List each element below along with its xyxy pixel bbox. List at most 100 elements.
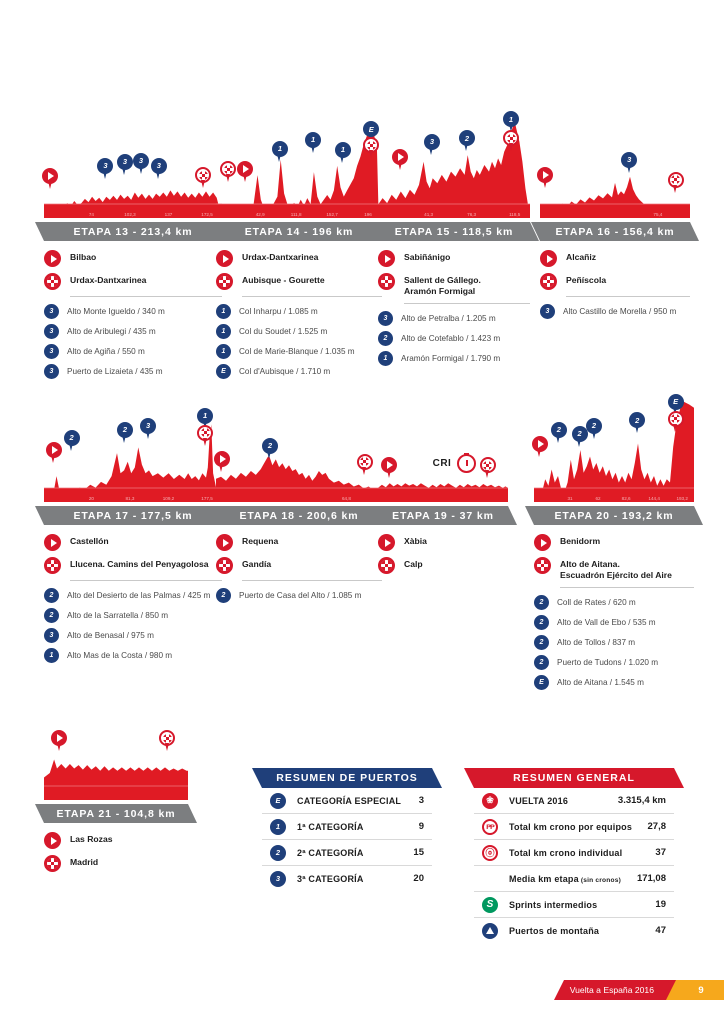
climb-category-2-icon: 2 xyxy=(216,588,231,603)
climb-row: 2 Alto de Cotefablo / 1.423 m xyxy=(378,331,530,346)
climb-row: 1 Col de Marie-Blanque / 1.035 m xyxy=(216,344,382,359)
section-divider xyxy=(566,296,690,297)
stage-card: 31 62 82,6 144,4 193,2 2 2 2 2 E ETAPA 20 - 193,2 … xyxy=(525,394,703,695)
climb-row: 3 Puerto de Lizaieta / 435 m xyxy=(44,364,222,379)
profile-climb-marker-cat-3: 3 xyxy=(133,152,149,174)
climb-row: 1 Alto Mas de la Costa / 980 m xyxy=(44,648,222,663)
stage-start-label: Castellón xyxy=(70,536,109,546)
profile-distance-tick: 152,7 xyxy=(326,212,338,217)
resumen-general-row-value: 3.315,4 km xyxy=(617,795,666,806)
individual-time-trial-icon: ⓞ xyxy=(482,844,498,861)
stage-elevation-profile: 41,3 76,3 118,5 3 2 1 xyxy=(378,111,530,218)
climb-category-1-icon: 1 xyxy=(378,351,393,366)
climb-row: 2 Alto de Vall de Ebo / 535 m xyxy=(534,615,694,630)
climb-row: 1 Col du Soudet / 1.525 m xyxy=(216,324,382,339)
stage-finish-icon xyxy=(378,557,395,574)
climb-category-2-icon: 2 xyxy=(378,331,393,346)
stage-title: ETAPA 15 - 118,5 km xyxy=(394,225,514,238)
section-divider xyxy=(70,296,222,297)
profile-start-marker xyxy=(45,442,62,463)
profile-start-marker xyxy=(392,149,409,171)
climb-row: 3 Alto de Aribulegi / 435 m xyxy=(44,324,222,339)
climb-row: 3 Alto de Petralba / 1.205 m xyxy=(378,311,530,326)
climb-label: Alto de Aribulegi / 435 m xyxy=(67,327,156,336)
stage-card: ETAPA 21 - 104,8 km Las Rozas Madrid xyxy=(35,728,197,878)
vuelta-logo-icon: ❀ xyxy=(482,792,498,809)
resumen-general-row-value: 19 xyxy=(655,899,666,910)
stage-finish-icon xyxy=(44,855,61,872)
stage-finish-label: Peñíscola xyxy=(566,275,607,285)
stage-climbs-list: 3 Alto Castillo de Morella / 950 m xyxy=(540,304,690,319)
mountain-icon xyxy=(482,922,498,939)
chequered-flag-icon xyxy=(219,560,230,571)
profile-climb-marker-cat-2: 2 xyxy=(586,417,602,439)
stage-title-banner: ETAPA 16 - 156,4 km xyxy=(531,222,699,241)
stage-card: 75,4 3 ETAPA 16 - 156,4 km Alcañiz Peñíscola… xyxy=(531,151,699,324)
chequered-flag-icon xyxy=(381,276,392,287)
stage-elevation-profile: 74 102,3 137 172,5 3 3 3 3 xyxy=(42,150,222,218)
stage-elevation-profile: 20 81,3 109,2 177,5 2 2 3 1 xyxy=(44,408,222,502)
climb-category-3-icon: 3 xyxy=(44,364,59,379)
stage-finish-icon xyxy=(216,557,233,574)
climb-row: 3 Alto Castillo de Morella / 950 m xyxy=(540,304,690,319)
stage-start-icon xyxy=(216,534,233,551)
stage-climbs-list: 2 Coll de Rates / 620 m 2 Alto de Vall de E… xyxy=(534,595,694,690)
resumen-general-row: ᴘᴘ Total km crono por equipos 27,8 xyxy=(474,814,674,840)
chequered-flag-icon xyxy=(47,560,58,571)
climb-category-1-icon: 1 xyxy=(216,324,231,339)
stage-title-banner: ETAPA 14 - 196 km xyxy=(207,222,391,241)
stage-start-icon xyxy=(216,250,233,267)
climb-category-2-icon: 2 xyxy=(534,595,549,610)
section-divider xyxy=(560,587,694,588)
profile-climb-marker-cat-E: E xyxy=(667,394,684,415)
climb-category-2-icon: 2 xyxy=(44,588,59,603)
stage-title: ETAPA 20 - 193,2 km xyxy=(554,509,674,522)
stage-finish-row: Alto de Aitana. Escuadrón Ejército del Ai… xyxy=(534,557,694,581)
chequered-flag-icon xyxy=(219,276,230,287)
chequered-flag-icon xyxy=(198,170,208,180)
stage-finish-icon xyxy=(216,273,233,290)
climb-category-1-icon: 1 xyxy=(216,344,231,359)
stage-elevation-profile xyxy=(44,728,188,800)
chequered-flag-icon xyxy=(200,428,210,438)
climb-row: 1 Col Inharpu / 1.085 m xyxy=(216,304,382,319)
stage-finish-label: Llucena. Camins del Penyagolosa xyxy=(70,559,209,569)
profile-climb-marker-cat-1: 1 xyxy=(305,131,322,153)
climb-label: Alto de Petralba / 1.205 m xyxy=(401,314,496,323)
climb-category-3-icon: 3 xyxy=(378,311,393,326)
climb-label: Alto Mas de la Costa / 980 m xyxy=(67,651,173,660)
section-divider xyxy=(242,580,382,581)
resumen-puertos-row-label: 2ª CATEGORÍA xyxy=(297,847,364,858)
profile-climb-marker-cat-2: 2 xyxy=(571,425,588,447)
resumen-puertos-table: RESUMEN DE PUERTOS E CATEGORÍA ESPECIAL 3 1 1… xyxy=(252,768,442,891)
climb-category-1-icon: 1 xyxy=(44,648,59,663)
stage-card: 42,9 111,8 152,7 196 1 1 1 E ETAPA 14 - 196 km Ur… xyxy=(207,120,391,384)
resumen-general-row: S Sprints intermedios 19 xyxy=(474,892,674,918)
cri-label: CRI xyxy=(433,453,477,473)
profile-distance-tick: 20 xyxy=(88,496,94,501)
stage-card: 74 102,3 137 172,5 3 3 3 3 ETAPA 13 - 213,4 km Bi… xyxy=(35,150,231,384)
category-1-icon: 1 xyxy=(270,818,286,835)
footer-page-number: 9 xyxy=(666,980,724,1000)
footer-brand: Vuelta a España 2016 xyxy=(553,980,677,1000)
stage-endpoints: Castellón Llucena. Camins del Penyagolosa xyxy=(44,534,222,574)
climb-label: Alto de Vall de Ebo / 535 m xyxy=(557,618,656,627)
chequered-flag-icon xyxy=(506,133,516,143)
stage-endpoints: Alcañiz Peñíscola xyxy=(540,250,690,290)
resumen-general-table: RESUMEN GENERAL ❀ VUELTA 2016 3.315,4 km ᴘᴘ T… xyxy=(464,768,684,943)
stage-climbs-list: 1 Col Inharpu / 1.085 m 1 Col du Soudet / 1… xyxy=(216,304,382,379)
stage-finish-icon xyxy=(378,273,395,290)
climb-row: 3 Alto Monte Igueldo / 340 m xyxy=(44,304,222,319)
stage-endpoints: Benidorm Alto de Aitana. Escuadrón Ejércit… xyxy=(534,534,694,581)
resumen-puertos-row-label: CATEGORÍA ESPECIAL xyxy=(297,795,402,806)
chequered-flag-icon xyxy=(360,457,370,467)
chequered-flag-icon xyxy=(162,733,172,743)
stage-endpoints: Xàbia Calp xyxy=(378,534,508,574)
chequered-flag-icon xyxy=(47,276,58,287)
chequered-flag-icon xyxy=(223,164,233,174)
climb-row: E Col d'Aubisque / 1.710 m xyxy=(216,364,382,379)
resumen-general-row-label: Media km etapa (sin cronos) xyxy=(509,873,621,884)
profile-climb-marker-cat-1: 1 xyxy=(197,408,214,430)
section-divider xyxy=(242,296,382,297)
section-divider xyxy=(404,303,530,304)
